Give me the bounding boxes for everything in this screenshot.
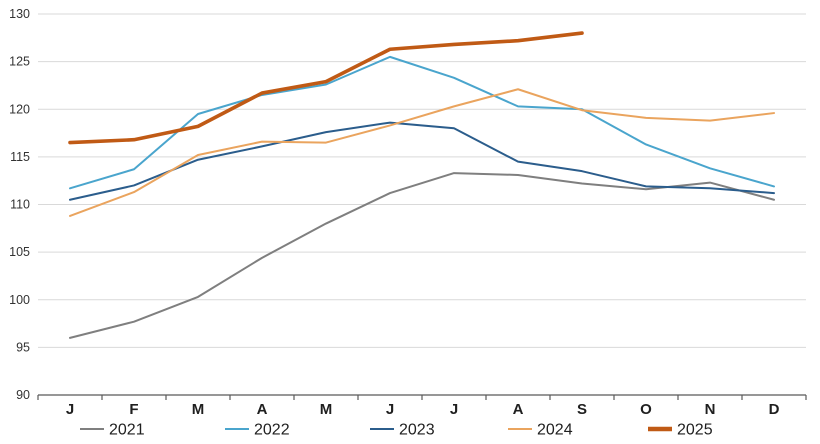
y-axis-tick-label: 110: [10, 198, 30, 212]
legend-label-2024: 2024: [537, 422, 573, 439]
y-axis-tick-label: 100: [9, 293, 30, 307]
series-line-2023: [69, 121, 775, 201]
x-axis-month-label: S: [577, 401, 587, 418]
legend-label-2023: 2023: [399, 422, 435, 439]
y-axis-tick-label: 130: [9, 7, 30, 21]
series-line-2025: [68, 31, 584, 145]
x-axis-month-label: D: [769, 401, 780, 418]
x-axis-month-label: F: [129, 401, 138, 418]
series-line-2022: [69, 55, 775, 190]
y-axis-tick-label: 125: [9, 55, 30, 69]
y-axis-tick-label: 105: [9, 245, 30, 259]
y-axis-tick-label: 95: [16, 340, 30, 354]
x-axis-month-label: J: [386, 401, 394, 418]
legend-label-2021: 2021: [109, 422, 145, 439]
x-axis-month-label: O: [640, 401, 652, 418]
x-axis-month-label: J: [66, 401, 74, 418]
legend-label-2022: 2022: [254, 422, 290, 439]
x-axis-month-label: A: [257, 401, 268, 418]
x-axis-month-label: J: [450, 401, 458, 418]
x-axis-month-label: M: [192, 401, 205, 418]
legend-label-2025: 2025: [677, 422, 713, 439]
y-axis-tick-label: 120: [9, 102, 30, 116]
series-line-2024: [69, 88, 775, 217]
x-axis-month-label: A: [513, 401, 524, 418]
series-line-2021: [69, 172, 775, 339]
x-axis-month-label: M: [320, 401, 333, 418]
y-axis-tick-label: 90: [16, 388, 30, 402]
y-axis-tick-label: 115: [10, 150, 30, 164]
x-axis-month-label: N: [705, 401, 716, 418]
